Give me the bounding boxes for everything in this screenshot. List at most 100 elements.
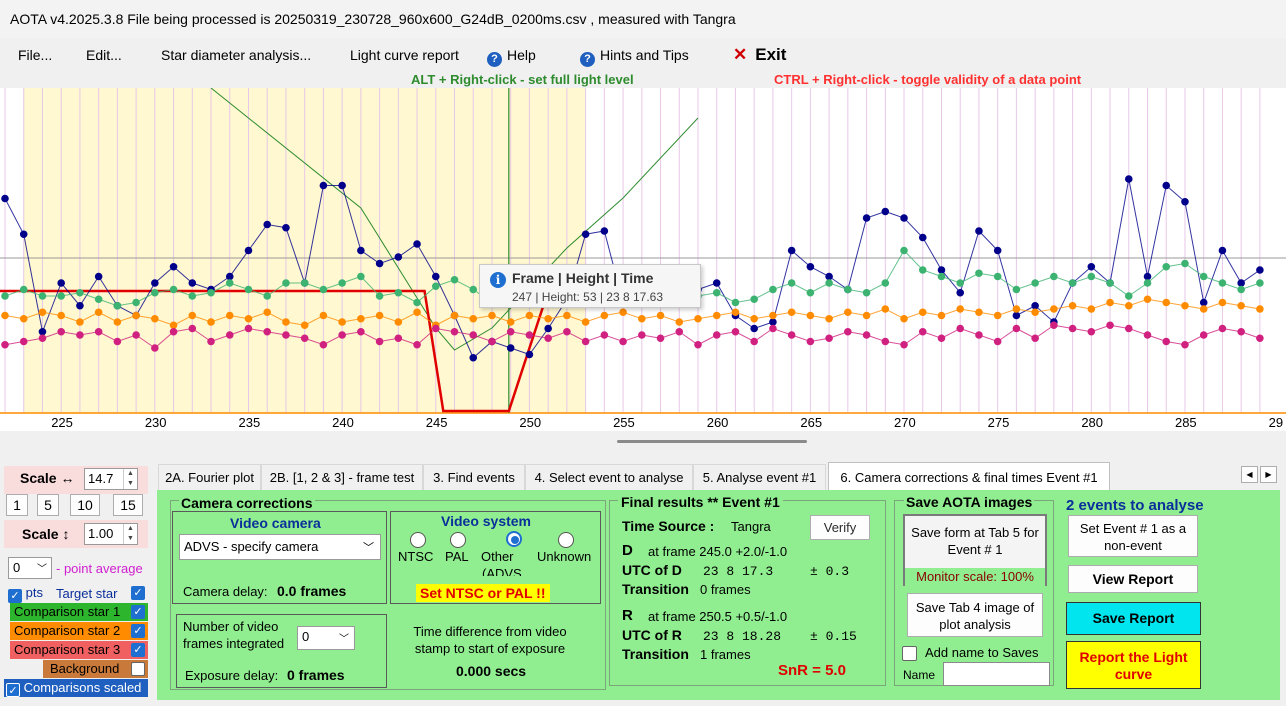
data-point [431,272,440,281]
data-point [76,288,84,297]
background-row[interactable]: Background [43,660,148,678]
add-name-checkbox[interactable] [902,646,917,661]
chart-svg[interactable]: 225 230 235 240 245 250 255 260 265 270 275 280 285 2… [0,87,1286,431]
camera-select[interactable]: ADVS - specify camera ﹀ [179,534,381,560]
menu-help[interactable]: ? Help [487,47,536,67]
menu-star-diameter[interactable]: Star diameter analysis... [161,47,312,63]
data-point [413,340,421,349]
data-point [450,275,459,284]
data-point [375,259,384,268]
data-point [1087,272,1096,281]
name-label: Name [903,668,936,682]
ntsc-radio[interactable] [410,532,426,548]
view-report-button[interactable]: View Report [1068,565,1198,593]
preset-1-button[interactable]: 1 [6,494,28,516]
x-tick-label: 260 [707,415,729,430]
tab-select-event[interactable]: 4. Select event to analyse [525,464,693,490]
name-input[interactable] [943,662,1050,686]
utc-d-error: ± 0.3 [810,564,850,579]
data-point [469,353,478,362]
preset-10-button[interactable]: 10 [70,494,100,516]
menu-edit[interactable]: Edit... [86,47,122,63]
frames-integrated-label: Number of video frames integrated [183,619,285,651]
menu-exit[interactable]: ✕ Exit [733,45,787,64]
point-average-select[interactable]: 0 ﹀ [8,557,52,579]
data-point [300,279,309,287]
data-point [76,318,84,326]
light-curve-plot[interactable]: 225 230 235 240 245 250 255 260 265 270 275 280 285 2… [0,87,1286,431]
data-point [956,288,965,297]
menu-light-curve-report[interactable]: Light curve report [350,47,459,63]
data-point [76,301,84,310]
unknown-radio[interactable] [558,532,574,548]
comp2-row[interactable]: Comparison star 2 ✓ [10,622,148,640]
spinner-arrows-icon[interactable]: ▲ ▼ [123,469,137,489]
data-point [169,262,178,271]
set-non-event-button[interactable]: Set Event # 1 as a non-event [1068,515,1198,557]
data-point [862,311,871,320]
pts-toggle[interactable]: ✓ pts [8,585,43,603]
data-point [1031,279,1039,287]
data-point [675,327,684,336]
tab-camera-corrections[interactable]: 6. Camera corrections & final times Even… [828,462,1110,490]
menu-file[interactable]: File... [18,47,53,63]
checkbox-checked-icon[interactable]: ✓ [8,589,22,603]
checkbox-checked-icon[interactable]: ✓ [131,624,145,638]
frames-integrated-select[interactable]: 0 ﹀ [297,626,355,650]
checkbox-checked-icon[interactable]: ✓ [131,605,145,619]
data-point [469,331,478,339]
comparisons-scaled-row[interactable]: ✓ Comparisons scaled [4,679,148,697]
camera-delay-value: 0.0 frames [277,583,347,599]
data-point [806,337,815,346]
spinner-arrows-icon[interactable]: ▲ ▼ [123,524,137,544]
tab-find-events[interactable]: 3. Find events [423,464,525,490]
tab-analyse-event[interactable]: 5. Analyse event #1 [693,464,826,490]
other-radio[interactable] [506,531,522,547]
x-tick-label: 225 [51,415,73,430]
data-point [712,311,721,320]
data-point [769,285,777,294]
scale-h-spinner[interactable]: 14.7 ▲ ▼ [84,468,138,490]
data-point [600,227,609,235]
preset-15-button[interactable]: 15 [113,494,143,516]
report-light-curve-button[interactable]: Report the Light curve [1066,641,1201,689]
target-star-label: Target star [56,586,118,601]
checkbox-checked-icon[interactable]: ✓ [131,643,145,657]
utc-r-value: 23 8 18.28 [703,629,782,644]
data-point [825,272,833,281]
data-point [881,337,890,346]
tab-prev-icon[interactable]: ◀ [1241,466,1258,483]
checkbox-unchecked-icon[interactable] [131,662,145,676]
save-form-button[interactable]: Save form at Tab 5 for Event # 1 [911,525,1039,557]
checkbox-checked-icon[interactable]: ✓ [6,683,20,697]
tab-fourier[interactable]: 2A. Fourier plot [158,464,261,490]
tab-next-icon[interactable]: ▶ [1260,466,1277,483]
data-point [1199,305,1208,313]
data-point [787,308,796,317]
tab-frame-test[interactable]: 2B. [1, 2 & 3] - frame test [261,464,423,490]
pal-radio[interactable] [450,532,466,548]
menu-hints[interactable]: ? Hints and Tips [580,47,689,67]
preset-5-button[interactable]: 5 [37,494,59,516]
data-point [357,246,365,255]
menu-bar: File... Edit... Star diameter analysis..… [0,38,1286,72]
data-point [57,311,65,320]
comp1-row[interactable]: Comparison star 1 ✓ [10,603,148,621]
data-point [1,311,9,320]
data-point [918,308,927,317]
save-tab4-button[interactable]: Save Tab 4 image of plot analysis [907,593,1043,637]
data-point [544,314,552,323]
data-point [1050,321,1058,330]
data-point [169,327,178,336]
plot-scrollbar[interactable] [0,431,1286,461]
comp3-row[interactable]: Comparison star 3 ✓ [10,641,148,659]
utc-r-error: ± 0.15 [810,629,857,644]
target-star-checkbox[interactable]: ✓ [131,586,145,600]
verify-button[interactable]: Verify [810,515,870,540]
data-point [1031,301,1039,310]
data-point [413,240,421,248]
scroll-thumb[interactable] [617,440,807,443]
chevron-down-icon: ﹀ [363,542,374,554]
save-report-button[interactable]: Save Report [1066,602,1201,635]
scale-v-spinner[interactable]: 1.00 ▲ ▼ [84,523,138,545]
